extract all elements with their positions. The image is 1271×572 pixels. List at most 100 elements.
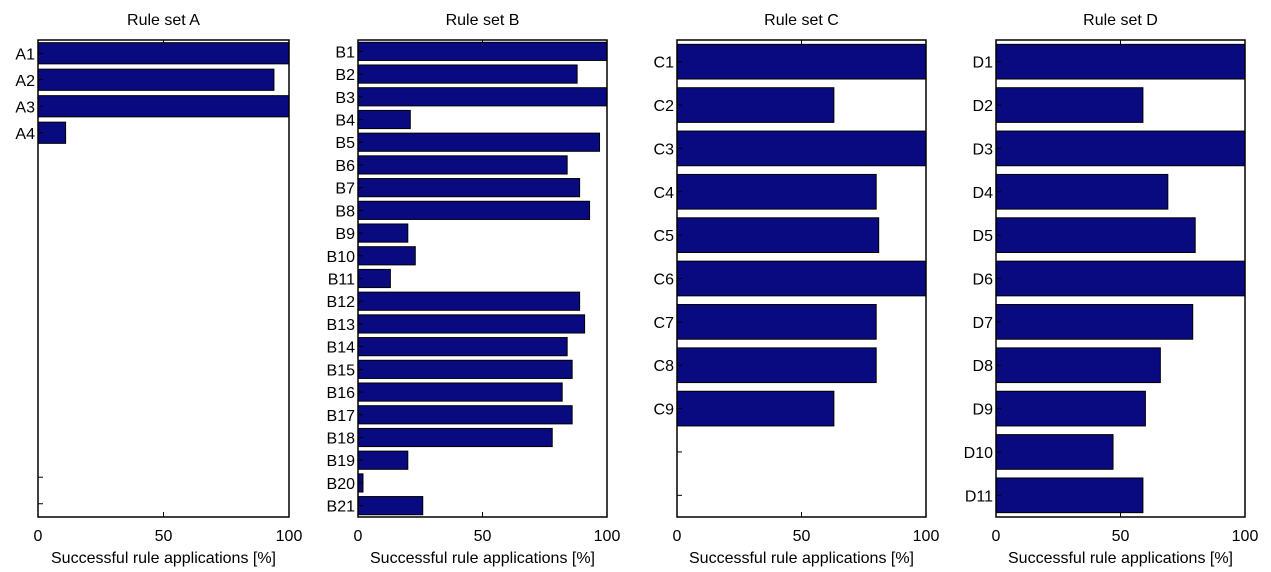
category-label-a1: A1 [15, 46, 35, 63]
x-tick-label-2-0: 0 [354, 528, 363, 545]
bar-b2 [357, 64, 578, 84]
category-label-b18: B18 [327, 431, 356, 448]
category-label-c1: C1 [654, 55, 675, 72]
category-label-d11: D11 [965, 488, 993, 505]
category-label-b3: B3 [335, 90, 355, 107]
category-label-a2: A2 [15, 73, 35, 90]
bar-b17 [357, 405, 573, 425]
category-label-b21: B21 [327, 499, 356, 516]
bar-b15 [357, 359, 573, 379]
chart-title-1: Rule set A [127, 12, 200, 29]
category-label-d3: D3 [973, 141, 994, 158]
category-label-b12: B12 [327, 294, 356, 311]
x-axis-label-2: Successful rule applications [%] [370, 550, 595, 567]
bar-b6 [357, 155, 568, 175]
category-label-b11: B11 [328, 272, 355, 289]
bar-c1 [676, 43, 927, 80]
category-label-b10: B10 [327, 249, 356, 266]
bar-d10 [995, 434, 1114, 470]
bar-d2 [995, 87, 1144, 123]
bar-c5 [676, 217, 880, 253]
category-label-b17: B17 [327, 408, 356, 425]
category-label-c4: C4 [654, 185, 675, 202]
x-tick-label-2-100: 100 [594, 528, 621, 545]
category-label-b9: B9 [335, 226, 355, 243]
category-label-d2: D2 [973, 98, 994, 115]
bar-b18 [357, 427, 553, 448]
bar-b8 [357, 200, 591, 220]
category-label-b7: B7 [335, 181, 355, 198]
x-axis-label-3: Successful rule applications [%] [689, 550, 914, 567]
chart-title-3: Rule set C [764, 12, 839, 29]
bar-b19 [357, 450, 409, 470]
bar-d9 [995, 390, 1146, 427]
x-tick-label-4-0: 0 [992, 528, 1001, 545]
bar-b5 [357, 132, 601, 152]
bar-c4 [676, 173, 877, 210]
category-label-c3: C3 [654, 141, 675, 158]
x-tick-label-3-50: 50 [793, 528, 811, 545]
bar-b21 [357, 496, 424, 516]
category-label-d6: D6 [973, 272, 994, 289]
category-label-d7: D7 [973, 315, 994, 332]
category-label-b15: B15 [327, 362, 356, 379]
x-tick-label-2-50: 50 [474, 528, 492, 545]
category-label-a3: A3 [15, 99, 35, 116]
category-label-b13: B13 [327, 317, 356, 334]
bar-d7 [995, 304, 1194, 340]
bar-c6 [676, 260, 927, 297]
category-label-b4: B4 [335, 113, 355, 130]
chart-title-2: Rule set B [446, 12, 520, 29]
category-label-d8: D8 [973, 358, 994, 375]
x-tick-label-1-100: 100 [276, 528, 303, 545]
bar-b12 [357, 291, 581, 311]
bar-c8 [676, 347, 877, 384]
x-tick-label-1-50: 50 [155, 528, 173, 545]
bar-b16 [357, 382, 563, 402]
bar-b3 [357, 87, 608, 107]
category-label-d10: D10 [964, 445, 993, 462]
category-label-d4: D4 [973, 185, 994, 202]
category-label-b2: B2 [335, 67, 355, 84]
category-label-b20: B20 [327, 476, 356, 493]
chart-title-4: Rule set D [1083, 12, 1158, 29]
category-label-c6: C6 [654, 272, 675, 289]
category-label-b19: B19 [327, 453, 356, 470]
category-label-b8: B8 [335, 203, 355, 220]
x-tick-label-4-50: 50 [1112, 528, 1130, 545]
category-label-c5: C5 [654, 228, 675, 245]
category-label-c9: C9 [654, 402, 675, 419]
bar-b9 [357, 223, 409, 243]
category-label-b16: B16 [327, 385, 356, 402]
bar-c2 [676, 87, 835, 123]
bar-d1 [995, 43, 1246, 80]
bar-d4 [995, 173, 1169, 210]
category-label-b5: B5 [335, 135, 355, 152]
x-axis-label-4: Successful rule applications [%] [1008, 550, 1233, 567]
x-tick-label-3-100: 100 [913, 528, 940, 545]
bar-d3 [995, 130, 1246, 167]
bar-c7 [676, 304, 877, 340]
bar-b10 [357, 246, 416, 266]
bar-d5 [995, 217, 1196, 253]
category-label-d1: D1 [973, 55, 994, 72]
bar-d6 [995, 260, 1246, 297]
bar-b4 [357, 109, 411, 130]
bar-d8 [995, 347, 1161, 384]
bar-b7 [357, 178, 581, 198]
x-tick-label-3-0: 0 [673, 528, 682, 545]
bar-a2 [37, 68, 275, 91]
x-tick-label-4-100: 100 [1232, 528, 1259, 545]
bar-b14 [357, 337, 568, 357]
category-label-b14: B14 [327, 340, 356, 357]
bar-a3 [37, 95, 290, 118]
category-label-b1: B1 [335, 44, 355, 61]
bar-d11 [995, 477, 1144, 514]
category-label-c8: C8 [654, 358, 675, 375]
bar-c3 [676, 130, 927, 167]
category-label-a4: A4 [15, 126, 35, 143]
category-label-b6: B6 [335, 158, 355, 175]
bar-b13 [357, 314, 586, 334]
category-label-d5: D5 [973, 228, 994, 245]
